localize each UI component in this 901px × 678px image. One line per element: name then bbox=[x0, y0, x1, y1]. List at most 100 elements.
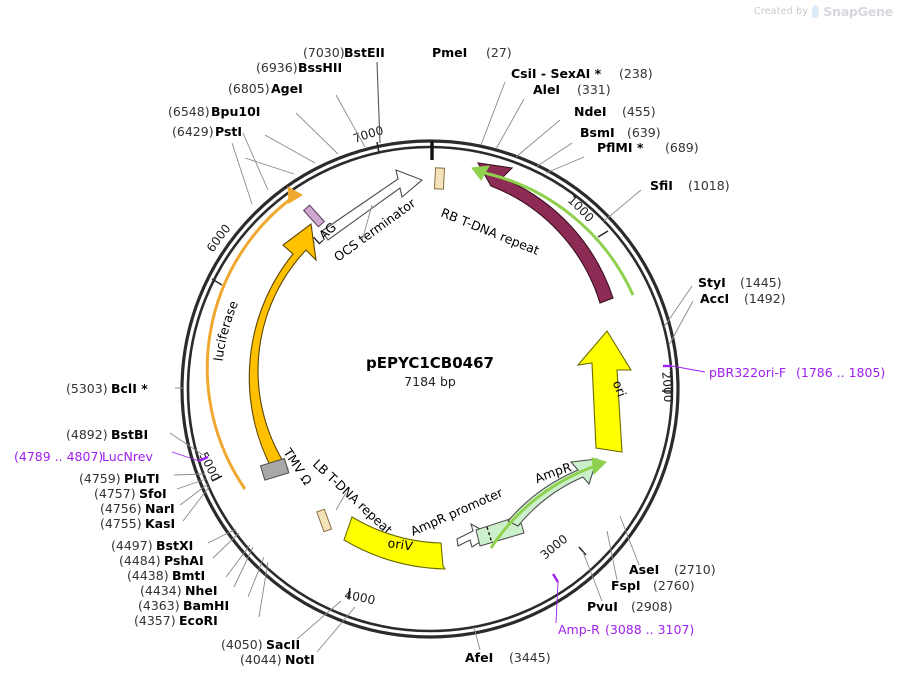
enzyme-pos: (6805) bbox=[228, 81, 270, 96]
feature-AmpR-promoter: AmpR promoter bbox=[408, 484, 525, 548]
enzyme-name: BsmI bbox=[580, 125, 615, 140]
enzyme-pos: (4757) bbox=[94, 486, 136, 501]
enzyme-pos: (3445) bbox=[509, 650, 551, 665]
enzyme-label-AseI[interactable]: AseI (2710) bbox=[629, 562, 716, 577]
enzyme-pos: (6548) bbox=[168, 104, 210, 119]
enzyme-label-SacII[interactable]: (4050) SacII bbox=[221, 637, 300, 652]
enzyme-name: BmtI bbox=[172, 568, 205, 583]
enzyme-label-FspI[interactable]: FspI (2760) bbox=[611, 578, 695, 593]
enzyme-name: AgeI bbox=[271, 81, 303, 96]
enzyme-label-NheI[interactable]: (4434) NheI bbox=[140, 583, 218, 598]
feature-oriV: oriV bbox=[343, 516, 447, 570]
enzyme-label-SfiI[interactable]: SfiI (1018) bbox=[650, 178, 730, 193]
trfA-annotation-arrowhead bbox=[471, 165, 490, 181]
enzyme-label-PmeI[interactable]: PmeI (27) bbox=[432, 45, 512, 60]
enzyme-name: NdeI bbox=[574, 104, 607, 119]
enzyme-label-BssHII[interactable]: (6936) BssHII bbox=[256, 60, 342, 75]
plasmid-length: 7184 bp bbox=[404, 374, 456, 389]
primer-range: (1786 .. 1805) bbox=[796, 365, 885, 380]
enzyme-pos: (6429) bbox=[172, 124, 214, 139]
enzyme-name: PstI bbox=[215, 124, 242, 139]
enzyme-name: CsiI - SexAI * bbox=[511, 66, 602, 81]
feature-luciferase: luciferase bbox=[211, 223, 317, 481]
enzyme-label-AfeI[interactable]: AfeI (3445) bbox=[465, 650, 551, 665]
enzyme-name: NotI bbox=[285, 652, 315, 667]
enzyme-pos: (238) bbox=[619, 66, 653, 81]
primer-name: pBR322ori-F bbox=[709, 365, 786, 380]
enzyme-name: BstEII bbox=[344, 45, 385, 60]
enzyme-name: SfiI bbox=[650, 178, 673, 193]
enzyme-label-AgeI[interactable]: (6805) AgeI bbox=[228, 81, 303, 96]
enzyme-label-AccI[interactable]: AccI (1492) bbox=[700, 291, 786, 306]
enzyme-label-AleI[interactable]: AleI (331) bbox=[533, 82, 611, 97]
enzyme-label-NarI[interactable]: (4756) NarI bbox=[100, 501, 175, 516]
AmpR-annotation-arc bbox=[489, 463, 599, 549]
enzyme-name: PvuI bbox=[587, 599, 618, 614]
enzyme-label-BstXI[interactable]: (4497) BstXI bbox=[111, 538, 193, 553]
enzyme-label-NdeI[interactable]: NdeI (455) bbox=[574, 104, 656, 119]
enzyme-pos: (4759) bbox=[79, 471, 121, 486]
enzyme-label-PstI[interactable]: (6429) PstI bbox=[172, 124, 242, 139]
enzyme-pos: (4497) bbox=[111, 538, 153, 553]
enzyme-label-NotI[interactable]: (4044) NotI bbox=[240, 652, 315, 667]
enzyme-pos: (7030) bbox=[303, 45, 345, 60]
enzyme-label-PluTI[interactable]: (4759) PluTI bbox=[79, 471, 160, 486]
tick-label: 4000 bbox=[344, 588, 377, 607]
enzyme-name: SfoI bbox=[139, 486, 167, 501]
enzyme-label-Bpu10I[interactable]: (6548) Bpu10I bbox=[168, 104, 260, 119]
backbone-circle bbox=[180, 139, 680, 639]
enzyme-label-PshAI[interactable]: (4484) PshAI bbox=[119, 553, 204, 568]
enzyme-label-BmtI[interactable]: (4438) BmtI bbox=[127, 568, 205, 583]
enzyme-name: KasI bbox=[145, 516, 175, 531]
svg-text:3000: 3000 bbox=[538, 532, 571, 563]
enzyme-label-BclI[interactable]: (5303) BclI * bbox=[66, 381, 148, 396]
enzyme-name: BamHI bbox=[183, 598, 229, 613]
feature-label-ori: ori bbox=[610, 378, 630, 399]
primer-name: Amp-R bbox=[558, 622, 600, 637]
primer-label-Amp-R[interactable]: Amp-R (3088 .. 3107) bbox=[558, 622, 694, 637]
enzyme-name: NheI bbox=[185, 583, 218, 598]
enzyme-name: AccI bbox=[700, 291, 729, 306]
enzyme-label-StyI[interactable]: StyI (1445) bbox=[698, 275, 782, 290]
primer-label-pBR322ori-F[interactable]: pBR322ori-F (1786 .. 1805) bbox=[709, 365, 885, 380]
enzyme-pos: (455) bbox=[622, 104, 656, 119]
enzyme-label-BstEII[interactable]: (7030) BstEII bbox=[303, 45, 385, 60]
enzyme-pos: (2908) bbox=[631, 599, 673, 614]
enzyme-label-SfoI[interactable]: (4757) SfoI bbox=[94, 486, 167, 501]
luciferase-annotation-arc bbox=[205, 193, 297, 490]
enzyme-label-PvuI[interactable]: PvuI (2908) bbox=[587, 599, 673, 614]
enzyme-name: SacII bbox=[266, 637, 300, 652]
primer-name: LucNrev bbox=[102, 449, 153, 464]
enzyme-label-KasI[interactable]: (4755) KasI bbox=[100, 516, 175, 531]
enzyme-name: PflMI * bbox=[597, 140, 644, 155]
enzyme-pos: (1492) bbox=[744, 291, 786, 306]
enzyme-pos: (4756) bbox=[100, 501, 142, 516]
enzyme-name: AseI bbox=[629, 562, 659, 577]
enzyme-name: Bpu10I bbox=[211, 104, 260, 119]
primer-label-LucNrev[interactable]: (4789 .. 4807) LucNrev bbox=[14, 449, 153, 464]
plasmid-name: pEPYC1CB0467 bbox=[366, 354, 494, 372]
tick-label: 3000 bbox=[538, 532, 571, 563]
enzyme-pos: (4050) bbox=[221, 637, 263, 652]
enzyme-pos: (27) bbox=[486, 45, 512, 60]
enzyme-label-BsmI[interactable]: BsmI (639) bbox=[580, 125, 661, 140]
enzyme-name: BssHII bbox=[298, 60, 342, 75]
enzyme-pos: (331) bbox=[577, 82, 611, 97]
enzyme-name: StyI bbox=[698, 275, 726, 290]
enzyme-label-BamHI[interactable]: (4363) BamHI bbox=[138, 598, 229, 613]
enzyme-label-BstBI[interactable]: (4892) BstBI bbox=[66, 427, 148, 442]
enzyme-label-EcoRI[interactable]: (4357) EcoRI bbox=[134, 613, 218, 628]
leader-lines bbox=[169, 61, 706, 653]
enzyme-name: NarI bbox=[145, 501, 175, 516]
enzyme-name: FspI bbox=[611, 578, 641, 593]
enzyme-name: PluTI bbox=[124, 471, 160, 486]
enzyme-label-CsiI-SexAI[interactable]: CsiI - SexAI * (238) bbox=[511, 66, 653, 81]
enzyme-pos: (689) bbox=[665, 140, 699, 155]
enzyme-label-PflMI[interactable]: PflMI * (689) bbox=[597, 140, 699, 155]
enzyme-name: BstBI bbox=[111, 427, 148, 442]
enzyme-pos: (4892) bbox=[66, 427, 108, 442]
snapgene-watermark: Created by SnapGene bbox=[754, 4, 893, 19]
enzyme-name: EcoRI bbox=[179, 613, 218, 628]
svg-text:ori: ori bbox=[610, 378, 630, 399]
